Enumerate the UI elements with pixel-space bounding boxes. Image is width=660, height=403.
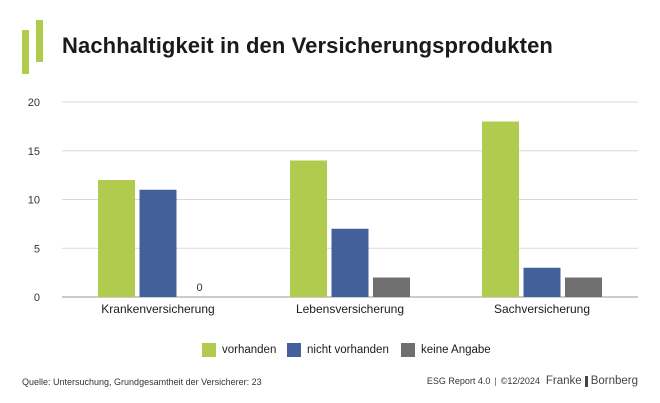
report-date: ©12/2024 [500,376,540,386]
bar-sachversicherung-nicht-vorhanden [523,267,561,297]
legend-item-nicht-vorhanden: nicht vorhanden [287,343,389,357]
chart-title: Nachhaltigkeit in den Versicherungsprodu… [62,33,553,58]
brand-mark-icon [584,375,588,387]
y-tick-label: 0 [34,292,40,304]
legend-swatch-nicht-vorhanden [287,343,301,357]
bar-sachversicherung-vorhanden [482,121,519,297]
bar-lebensversicherung-nicht-vorhanden [331,228,369,297]
bar-krankenversicherung-vorhanden [98,180,135,297]
y-tick-label: 5 [34,243,40,255]
zero-value-label: 0 [196,282,202,294]
footer-separator: | [494,376,497,386]
legend-label-keine-angabe: keine Angabe [421,344,491,356]
x-category-label: Lebensversicherung [296,302,404,316]
report-name: ESG Report 4.0 [426,376,491,386]
legend-item-keine-angabe: keine Angabe [401,343,491,357]
chart-legend: vorhanden nicht vorhanden keine Angabe [0,343,660,361]
legend-label-vorhanden: vorhanden [222,344,277,356]
footer-credits: ESG Report 4.0 | ©12/2024 Franke Bornber… [427,375,638,387]
brand-name-left: Franke [545,375,582,387]
logo-accent-bar-left [22,30,29,74]
y-tick-label: 20 [28,97,40,109]
bar-lebensversicherung-keine-angabe [373,277,410,297]
x-category-label: Sachversicherung [494,302,590,316]
y-tick-label: 15 [28,146,40,158]
legend-item-vorhanden: vorhanden [202,343,276,357]
bar-lebensversicherung-vorhanden [290,160,327,297]
legend-swatch-keine-angabe [401,343,415,357]
bar-krankenversicherung-nicht-vorhanden [139,189,177,297]
x-category-label: Krankenversicherung [101,302,214,316]
brand-logo: Franke Bornberg [546,375,638,387]
bar-sachversicherung-keine-angabe [565,277,602,297]
source-note: Quelle: Untersuchung, Grundgesamtheit de… [22,377,262,387]
logo-accent-bar-right [36,20,43,62]
brand-name-right: Bornberg [590,375,638,387]
legend-swatch-vorhanden [202,343,216,357]
legend-label-nicht-vorhanden: nicht vorhanden [307,344,389,356]
y-tick-label: 10 [28,195,40,207]
